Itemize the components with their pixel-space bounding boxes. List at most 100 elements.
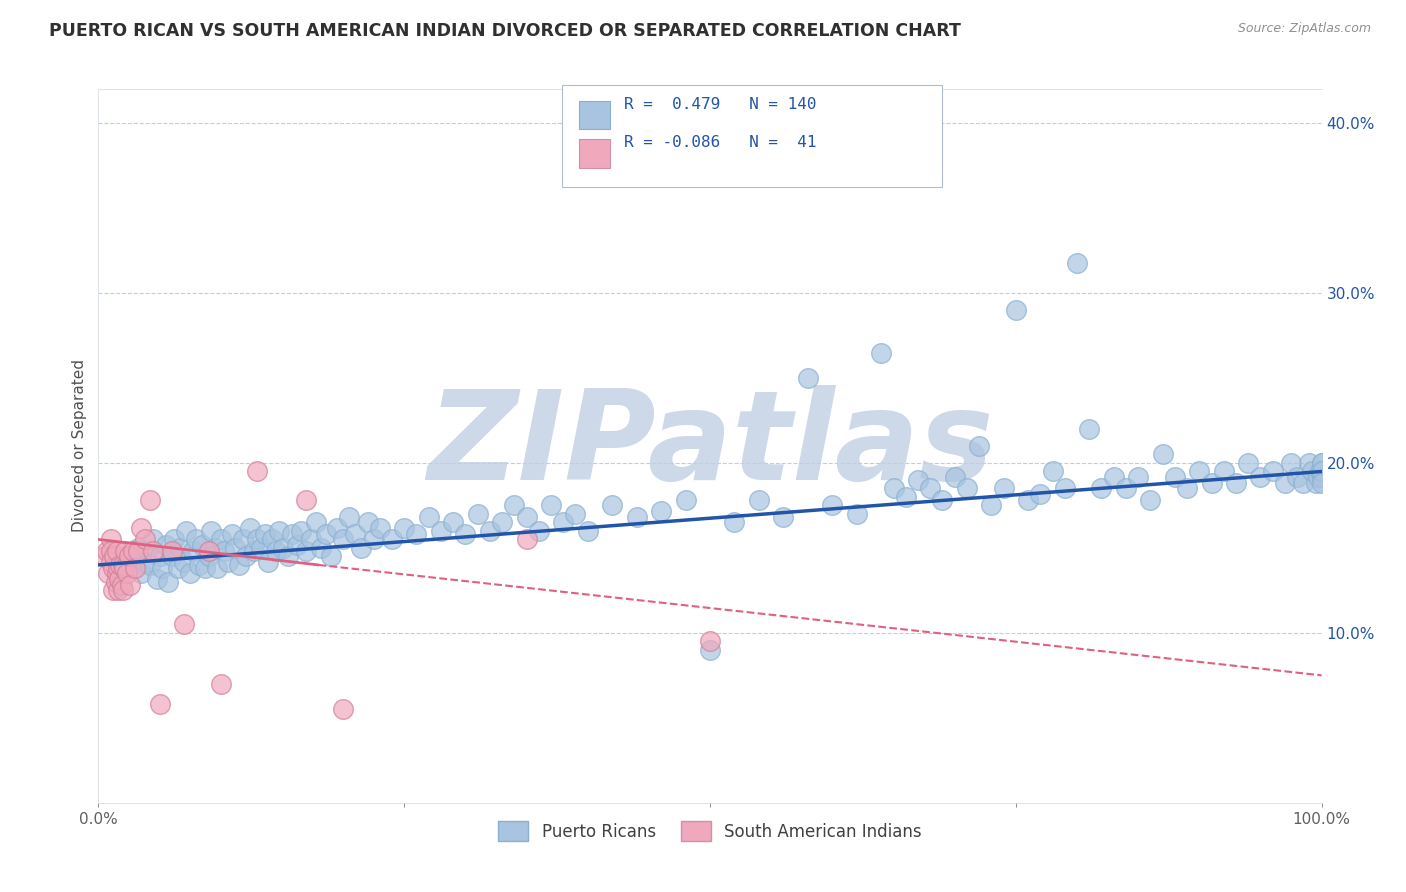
- Point: [326, 520, 349, 534]
- Point: [100, 555, 122, 569]
- Point: [1309, 465, 1331, 479]
- Point: [797, 371, 820, 385]
- Point: [1090, 482, 1112, 496]
- Point: [173, 555, 195, 569]
- Point: [100, 533, 122, 547]
- Point: [1053, 482, 1076, 496]
- Point: [134, 533, 156, 547]
- Point: [97, 566, 120, 581]
- Point: [139, 493, 162, 508]
- Point: [1128, 469, 1150, 483]
- Point: [1201, 476, 1223, 491]
- Point: [1261, 465, 1284, 479]
- Point: [441, 516, 464, 530]
- Point: [239, 520, 262, 534]
- Point: [503, 499, 526, 513]
- Point: [224, 541, 246, 555]
- Point: [173, 617, 195, 632]
- Point: [405, 527, 427, 541]
- Point: [967, 439, 990, 453]
- Point: [246, 465, 269, 479]
- Point: [209, 677, 232, 691]
- Point: [315, 527, 337, 541]
- Point: [111, 558, 134, 572]
- Point: [107, 561, 129, 575]
- Point: [478, 524, 501, 538]
- Point: [337, 510, 360, 524]
- Point: [142, 533, 165, 547]
- Point: [430, 524, 453, 538]
- Point: [931, 493, 953, 508]
- Point: [368, 520, 391, 534]
- Point: [1188, 465, 1211, 479]
- Point: [1237, 456, 1260, 470]
- Point: [1279, 456, 1302, 470]
- Point: [280, 527, 302, 541]
- Point: [96, 544, 118, 558]
- Point: [309, 541, 332, 555]
- Point: [134, 555, 156, 569]
- Point: [305, 516, 328, 530]
- Point: [1042, 465, 1064, 479]
- Point: [363, 533, 385, 547]
- Point: [1310, 469, 1333, 483]
- Text: R =  0.479   N = 140: R = 0.479 N = 140: [624, 97, 817, 112]
- Point: [194, 561, 217, 575]
- Point: [956, 482, 979, 496]
- Point: [1102, 469, 1125, 483]
- Point: [1310, 465, 1333, 479]
- Point: [870, 345, 893, 359]
- Point: [980, 499, 1002, 513]
- Point: [285, 537, 308, 551]
- Point: [576, 524, 599, 538]
- Point: [150, 561, 173, 575]
- Point: [1225, 476, 1247, 491]
- Point: [515, 510, 537, 524]
- Point: [115, 566, 138, 581]
- Point: [167, 561, 190, 575]
- Point: [146, 572, 169, 586]
- Text: Source: ZipAtlas.com: Source: ZipAtlas.com: [1237, 22, 1371, 36]
- Point: [553, 516, 575, 530]
- Point: [110, 558, 132, 572]
- Point: [114, 544, 136, 558]
- Point: [1164, 469, 1187, 483]
- Point: [197, 544, 219, 558]
- Point: [1004, 303, 1026, 318]
- Point: [160, 549, 183, 564]
- Point: [1029, 486, 1052, 500]
- Point: [160, 544, 183, 558]
- Point: [350, 541, 373, 555]
- Point: [214, 544, 236, 558]
- Point: [169, 541, 191, 555]
- Point: [1310, 476, 1333, 491]
- Point: [157, 574, 180, 589]
- Point: [277, 549, 299, 564]
- Point: [104, 574, 127, 589]
- Point: [149, 698, 172, 712]
- Point: [1301, 465, 1323, 479]
- Point: [136, 544, 159, 558]
- Point: [111, 583, 134, 598]
- Point: [491, 516, 513, 530]
- Point: [100, 544, 122, 558]
- Point: [1306, 469, 1329, 483]
- Point: [332, 702, 354, 716]
- Point: [101, 583, 124, 598]
- Point: [120, 578, 142, 592]
- Text: PUERTO RICAN VS SOUTH AMERICAN INDIAN DIVORCED OR SEPARATED CORRELATION CHART: PUERTO RICAN VS SOUTH AMERICAN INDIAN DI…: [49, 22, 962, 40]
- Point: [1286, 469, 1309, 483]
- Point: [1152, 448, 1174, 462]
- Point: [527, 524, 550, 538]
- Point: [943, 469, 966, 483]
- Point: [262, 533, 284, 547]
- Point: [114, 549, 136, 564]
- Point: [821, 499, 844, 513]
- Point: [290, 524, 312, 538]
- Point: [250, 541, 273, 555]
- Point: [295, 544, 318, 558]
- Point: [332, 533, 354, 547]
- Point: [748, 493, 770, 508]
- Point: [1249, 469, 1271, 483]
- Point: [124, 561, 146, 575]
